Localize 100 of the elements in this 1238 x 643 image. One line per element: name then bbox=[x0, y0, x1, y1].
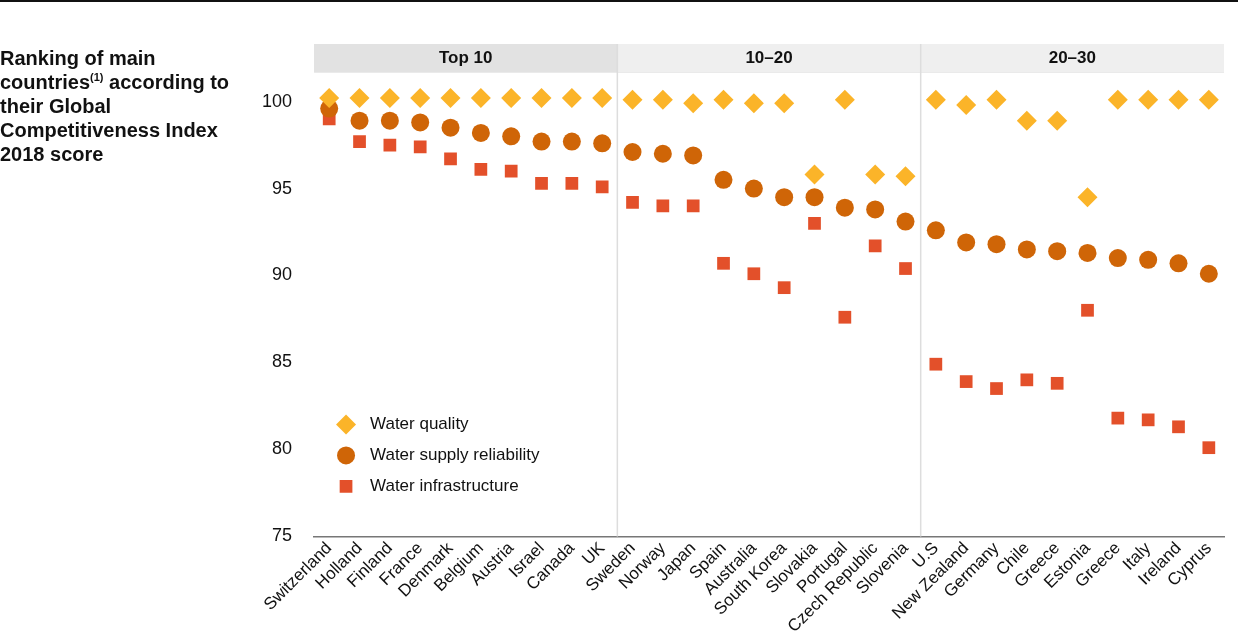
point bbox=[1047, 110, 1068, 131]
point bbox=[471, 123, 490, 142]
point bbox=[990, 382, 1003, 395]
point bbox=[899, 262, 912, 275]
point bbox=[717, 256, 730, 270]
point bbox=[747, 267, 761, 281]
point bbox=[986, 89, 1007, 110]
point bbox=[1081, 303, 1094, 317]
point bbox=[565, 176, 579, 190]
point bbox=[1141, 413, 1155, 427]
point bbox=[1199, 264, 1218, 283]
point bbox=[959, 375, 973, 388]
point bbox=[805, 188, 824, 207]
point bbox=[656, 199, 670, 213]
point bbox=[744, 179, 763, 198]
point bbox=[501, 88, 522, 109]
point bbox=[470, 88, 491, 109]
point bbox=[413, 140, 427, 154]
point bbox=[622, 89, 643, 110]
point bbox=[987, 235, 1006, 254]
point bbox=[349, 88, 370, 109]
point bbox=[383, 138, 397, 152]
point bbox=[866, 200, 885, 219]
point bbox=[353, 135, 366, 148]
point bbox=[777, 281, 791, 295]
legend-label: Water supply reliability bbox=[370, 445, 540, 465]
point bbox=[623, 143, 642, 162]
point bbox=[838, 310, 852, 324]
point bbox=[531, 88, 552, 109]
point bbox=[1078, 243, 1097, 262]
point bbox=[1077, 187, 1098, 208]
point bbox=[379, 88, 400, 109]
point bbox=[444, 152, 457, 166]
point bbox=[804, 164, 825, 185]
point bbox=[535, 176, 548, 190]
text: 20–30 bbox=[1048, 47, 1096, 67]
point bbox=[410, 88, 431, 109]
point bbox=[743, 93, 764, 114]
point bbox=[350, 111, 369, 130]
point bbox=[1020, 373, 1034, 387]
point bbox=[835, 198, 854, 217]
y-tick-label: 75 bbox=[272, 525, 293, 546]
point bbox=[925, 89, 946, 110]
point bbox=[1172, 420, 1185, 434]
point bbox=[834, 89, 855, 110]
point bbox=[868, 239, 882, 253]
point bbox=[319, 88, 340, 109]
y-tick-label: 80 bbox=[272, 438, 293, 459]
point bbox=[626, 196, 639, 209]
point bbox=[441, 118, 460, 137]
point bbox=[411, 113, 430, 132]
legend-label: Water quality bbox=[370, 414, 470, 434]
point bbox=[1111, 411, 1125, 425]
point bbox=[562, 132, 581, 151]
point bbox=[592, 88, 613, 109]
point bbox=[929, 357, 943, 371]
point bbox=[808, 216, 821, 230]
y-tick-label: 90 bbox=[272, 264, 293, 285]
point bbox=[1016, 110, 1037, 131]
point bbox=[1202, 441, 1216, 455]
point bbox=[865, 164, 886, 185]
point bbox=[532, 132, 551, 151]
legend-label: Water infrastructure bbox=[370, 476, 519, 496]
point bbox=[713, 89, 734, 110]
y-tick-label: 95 bbox=[272, 177, 293, 198]
point bbox=[595, 180, 609, 194]
point bbox=[926, 221, 945, 240]
point bbox=[561, 88, 582, 109]
point bbox=[714, 170, 733, 189]
point bbox=[593, 134, 612, 153]
point bbox=[1138, 89, 1159, 110]
text: Top 10 bbox=[438, 47, 493, 67]
point bbox=[1107, 89, 1128, 110]
point bbox=[774, 93, 795, 114]
point bbox=[1108, 249, 1127, 268]
point bbox=[775, 188, 794, 207]
point bbox=[895, 166, 916, 187]
point bbox=[652, 89, 673, 110]
point bbox=[380, 111, 399, 130]
y-tick-label: 100 bbox=[261, 90, 293, 111]
point bbox=[653, 144, 672, 163]
point bbox=[1017, 240, 1036, 259]
point bbox=[1168, 89, 1189, 110]
point bbox=[1139, 250, 1158, 269]
text: 10–20 bbox=[745, 47, 793, 67]
point bbox=[1169, 254, 1188, 273]
point bbox=[474, 163, 488, 176]
point bbox=[683, 93, 704, 114]
point bbox=[504, 164, 518, 178]
point bbox=[1048, 242, 1067, 261]
text: Ranking of main countries$^{(1)}$ according to their Global Competitiveness Index 2018 score bbox=[0, 46, 231, 166]
point bbox=[502, 127, 521, 146]
point bbox=[1198, 89, 1219, 110]
point bbox=[686, 199, 700, 213]
point bbox=[1050, 376, 1064, 390]
point bbox=[684, 146, 703, 165]
point bbox=[957, 233, 976, 252]
point bbox=[956, 95, 977, 116]
point bbox=[896, 212, 915, 231]
y-tick-label: 85 bbox=[272, 351, 293, 372]
